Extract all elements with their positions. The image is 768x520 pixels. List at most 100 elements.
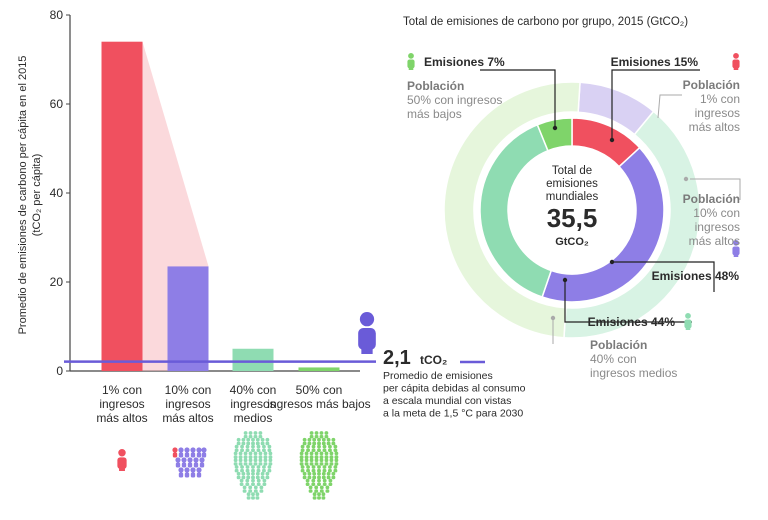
person-dot [260,437,265,442]
person-body [117,457,127,469]
person-dot-body [253,462,258,466]
person-dot-body [312,496,317,500]
person-dot [305,478,310,483]
person-dot [248,485,253,490]
person-dot [328,465,332,469]
poblacion-label: Población [683,78,740,92]
person-body [684,319,692,329]
person-dot [317,465,321,469]
person-dot-body [248,455,253,459]
person-dot-body [304,455,309,459]
person-dot-body [312,441,317,446]
person-dot [317,437,321,442]
person-dot-body [246,475,251,480]
person-icon [358,312,376,354]
person-head [685,313,691,319]
person-dot [312,437,317,442]
leader-line [690,178,741,200]
person-dot [326,471,331,476]
person-icon [732,240,740,257]
person-dot-body [243,462,248,466]
reference-description: a la meta de 1,5 °C para 2030 [383,408,523,420]
person-dot-body [248,489,253,493]
person-dot [307,471,312,476]
bar-4 [298,367,340,371]
person-dot-body [233,455,238,459]
poblacion-label: 40% con [590,352,637,366]
person-dot-body [243,435,248,439]
person-leg [733,66,737,70]
person-dot-body [241,475,246,480]
person-dot-body [299,455,304,459]
person-dot-body [263,455,268,459]
person-dot-body [236,475,241,480]
person-dot [317,478,321,483]
person-dot [236,437,241,442]
person-dot [256,478,261,483]
pie-center-label: Total de [552,165,592,177]
person-leg [119,466,123,471]
person-dot-body [262,469,266,473]
person-dot-body [241,441,246,446]
emisiones-label-48: Emisiones 48% [652,269,740,283]
person-leg [735,66,739,70]
person-dot [196,447,202,453]
person-dot-body [251,482,255,486]
person-dot-body [196,472,202,478]
person-dot-body [309,435,314,439]
pie-slice-emisiones [536,117,573,152]
person-dot-body [328,448,332,452]
person-dot [172,447,178,453]
person-dot-body [268,455,273,459]
person-dot [240,465,244,469]
person-dot [306,444,310,449]
person-dot [251,444,255,449]
person-dot [331,437,336,442]
person-dot-body [262,482,267,486]
person-dot [314,431,319,435]
person-dot [314,458,319,463]
person-dot [243,458,248,463]
person-dot-body [193,462,199,468]
person-dot-body [307,441,312,446]
poblacion-label: ingresos medios [590,366,677,380]
person-dot [329,451,334,456]
person-body [732,59,740,69]
person-dot [251,465,255,469]
person-dot [260,471,265,476]
poblacion-label: Población [407,79,464,93]
person-dot-body [196,452,202,458]
person-dot-body [299,462,304,466]
person-dot-body [309,455,314,459]
person-dot [233,458,238,463]
person-dot-body [251,441,255,446]
person-dot [317,471,321,476]
person-dot [307,437,312,442]
person-dot [324,458,329,463]
person-body [407,59,415,69]
person-dot-body [322,482,327,486]
person-dot-body [172,452,178,458]
person-dot [334,458,339,463]
x-category-label: ingresos más bajos [267,397,370,411]
person-dot [300,444,305,449]
person-dot-body [256,448,261,452]
poblacion-label: 1% con [700,92,740,106]
person-dot [238,458,243,463]
person-dot-body [331,441,336,446]
person-leg [121,466,125,471]
leader-dot [562,277,568,283]
person-dot-body [265,441,270,446]
person-dot-body [258,462,263,466]
person-dot [314,451,319,456]
person-dot [267,465,272,469]
person-dot-body [319,455,324,459]
person-dot-body [184,452,190,458]
person-dot [239,478,244,483]
person-dot [328,444,332,449]
person-dot [259,485,264,490]
person-dot [306,465,310,469]
person-leg [361,344,368,354]
person-head [118,449,126,457]
person-dot-body [324,462,329,466]
